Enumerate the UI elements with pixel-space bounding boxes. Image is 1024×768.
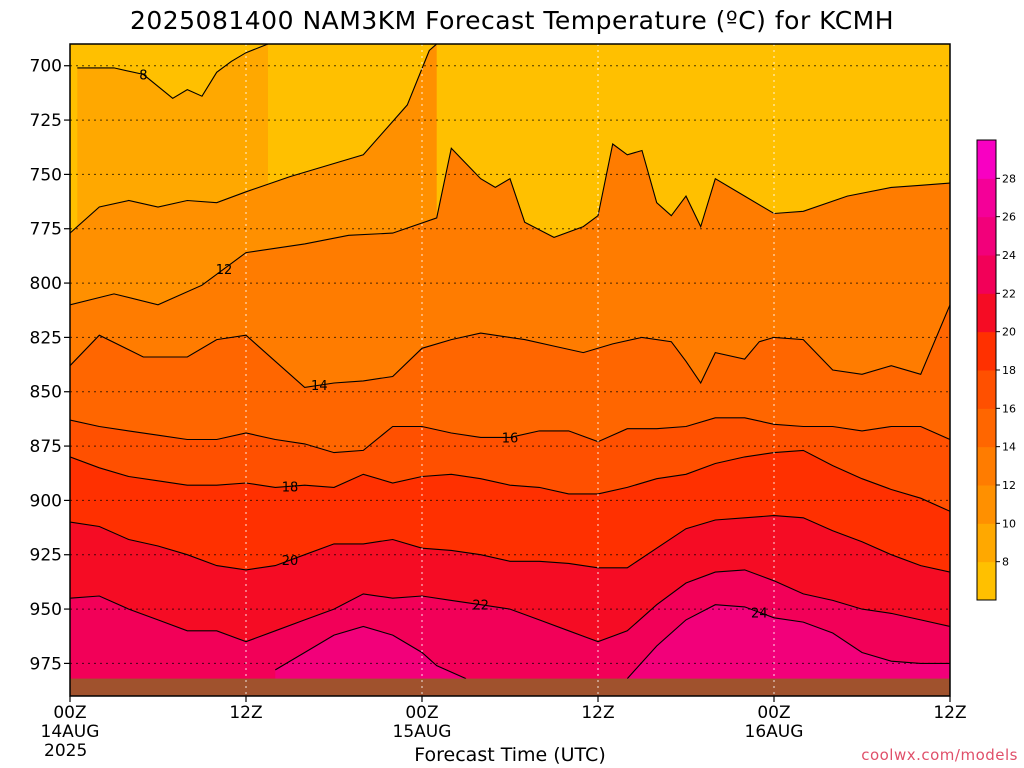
colorbar-swatch-0	[977, 561, 996, 601]
colorbar-swatch-5	[977, 370, 996, 409]
xtick-label-4: 00Z	[757, 703, 790, 723]
chart-title: 2025081400 NAM3KM Forecast Temperature (…	[129, 6, 895, 35]
contour-label-12-2: 12	[216, 263, 233, 278]
contour-label-14-3: 14	[311, 379, 328, 394]
ytick-label-825: 825	[30, 328, 62, 348]
colorbar-swatch-11	[977, 140, 996, 179]
colorbar-label-14: 14	[1002, 441, 1016, 454]
ytick-label-700: 700	[30, 57, 62, 77]
contour-12-2	[70, 143, 950, 306]
contour-16-4	[70, 417, 950, 454]
colorbar-label-24: 24	[1002, 249, 1016, 262]
xtick-label-3: 12Z	[581, 703, 614, 723]
colorbar-label-8: 8	[1002, 556, 1009, 569]
grid-lines	[69, 44, 951, 696]
colorbar-label-26: 26	[1002, 211, 1016, 224]
colorbar-label-16: 16	[1002, 402, 1016, 415]
ytick-label-850: 850	[30, 383, 62, 403]
contour-label-22-7: 22	[472, 599, 489, 614]
colorbar-label-22: 22	[1002, 287, 1016, 300]
credit-link[interactable]: coolwx.com/models	[861, 746, 1018, 764]
colorbar-label-12: 12	[1002, 479, 1016, 492]
contour-24-9	[626, 604, 950, 679]
contour-8-0	[77, 44, 269, 99]
temperature-fill	[70, 44, 950, 696]
contour-label-24-9: 24	[751, 606, 768, 621]
ytick-label-925: 925	[30, 546, 62, 566]
colorbar-swatch-6	[977, 331, 996, 371]
ytick-label-975: 975	[30, 654, 62, 674]
colorbar-label-20: 20	[1002, 326, 1016, 339]
contour-14-3	[70, 304, 950, 388]
contour-label-16-4: 16	[502, 431, 519, 446]
contour-24-8	[275, 625, 467, 680]
ytick-label-725: 725	[30, 111, 62, 131]
colorbar-label-18: 18	[1002, 364, 1016, 377]
colorbar-swatch-10	[977, 178, 996, 218]
surface-ground	[70, 678, 950, 696]
xtick-year-0: 2025	[44, 741, 87, 761]
ytick-label-875: 875	[30, 437, 62, 457]
colorbar-swatch-3	[977, 446, 996, 486]
colorbar-label-28: 28	[1002, 172, 1016, 185]
xtick-date-4: 16AUG	[745, 722, 804, 742]
contour-10-1	[70, 44, 438, 234]
colorbar-label-10: 10	[1002, 517, 1016, 530]
colorbar: 8 10 12 14 16 18 20 22 24 26 28	[976, 139, 1016, 601]
contour-label-20-6: 20	[282, 554, 299, 569]
contour-20-6	[70, 515, 950, 573]
colorbar-swatch-8	[977, 255, 996, 294]
xtick-label-0: 00Z	[53, 703, 86, 723]
ytick-label-775: 775	[30, 220, 62, 240]
contour-label-18-5: 18	[282, 480, 299, 495]
colorbar-swatch-2	[977, 485, 996, 524]
xtick-date-2: 15AUG	[393, 722, 452, 742]
fill-band-24-9	[627, 604, 950, 696]
xtick-label-2: 00Z	[405, 703, 438, 723]
ytick-label-950: 950	[30, 600, 62, 620]
contour-label-8-0: 8	[139, 68, 147, 83]
surface-fill	[70, 678, 950, 696]
ytick-label-900: 900	[30, 491, 62, 511]
xtick-label-5: 12Z	[933, 703, 966, 723]
contour-22-7	[70, 569, 950, 643]
contour-lines: 8 12 14 16 18 20 22 24	[70, 44, 950, 680]
xtick-date-0: 14AUG	[41, 722, 100, 742]
colorbar-swatch-1	[977, 523, 996, 563]
xtick-label-1: 12Z	[229, 703, 262, 723]
x-axis-label: Forecast Time (UTC)	[414, 744, 606, 766]
colorbar-swatch-4	[977, 408, 996, 448]
y-axis: 700 725 750 775 800 825 850 875 900 925 950 975	[30, 57, 70, 674]
colorbar-swatch-9	[977, 216, 996, 256]
contour-18-5	[70, 449, 950, 512]
colorbar-swatch-7	[977, 293, 996, 333]
ytick-label-800: 800	[30, 274, 62, 294]
plot-frame	[69, 43, 951, 697]
ytick-label-750: 750	[30, 165, 62, 185]
